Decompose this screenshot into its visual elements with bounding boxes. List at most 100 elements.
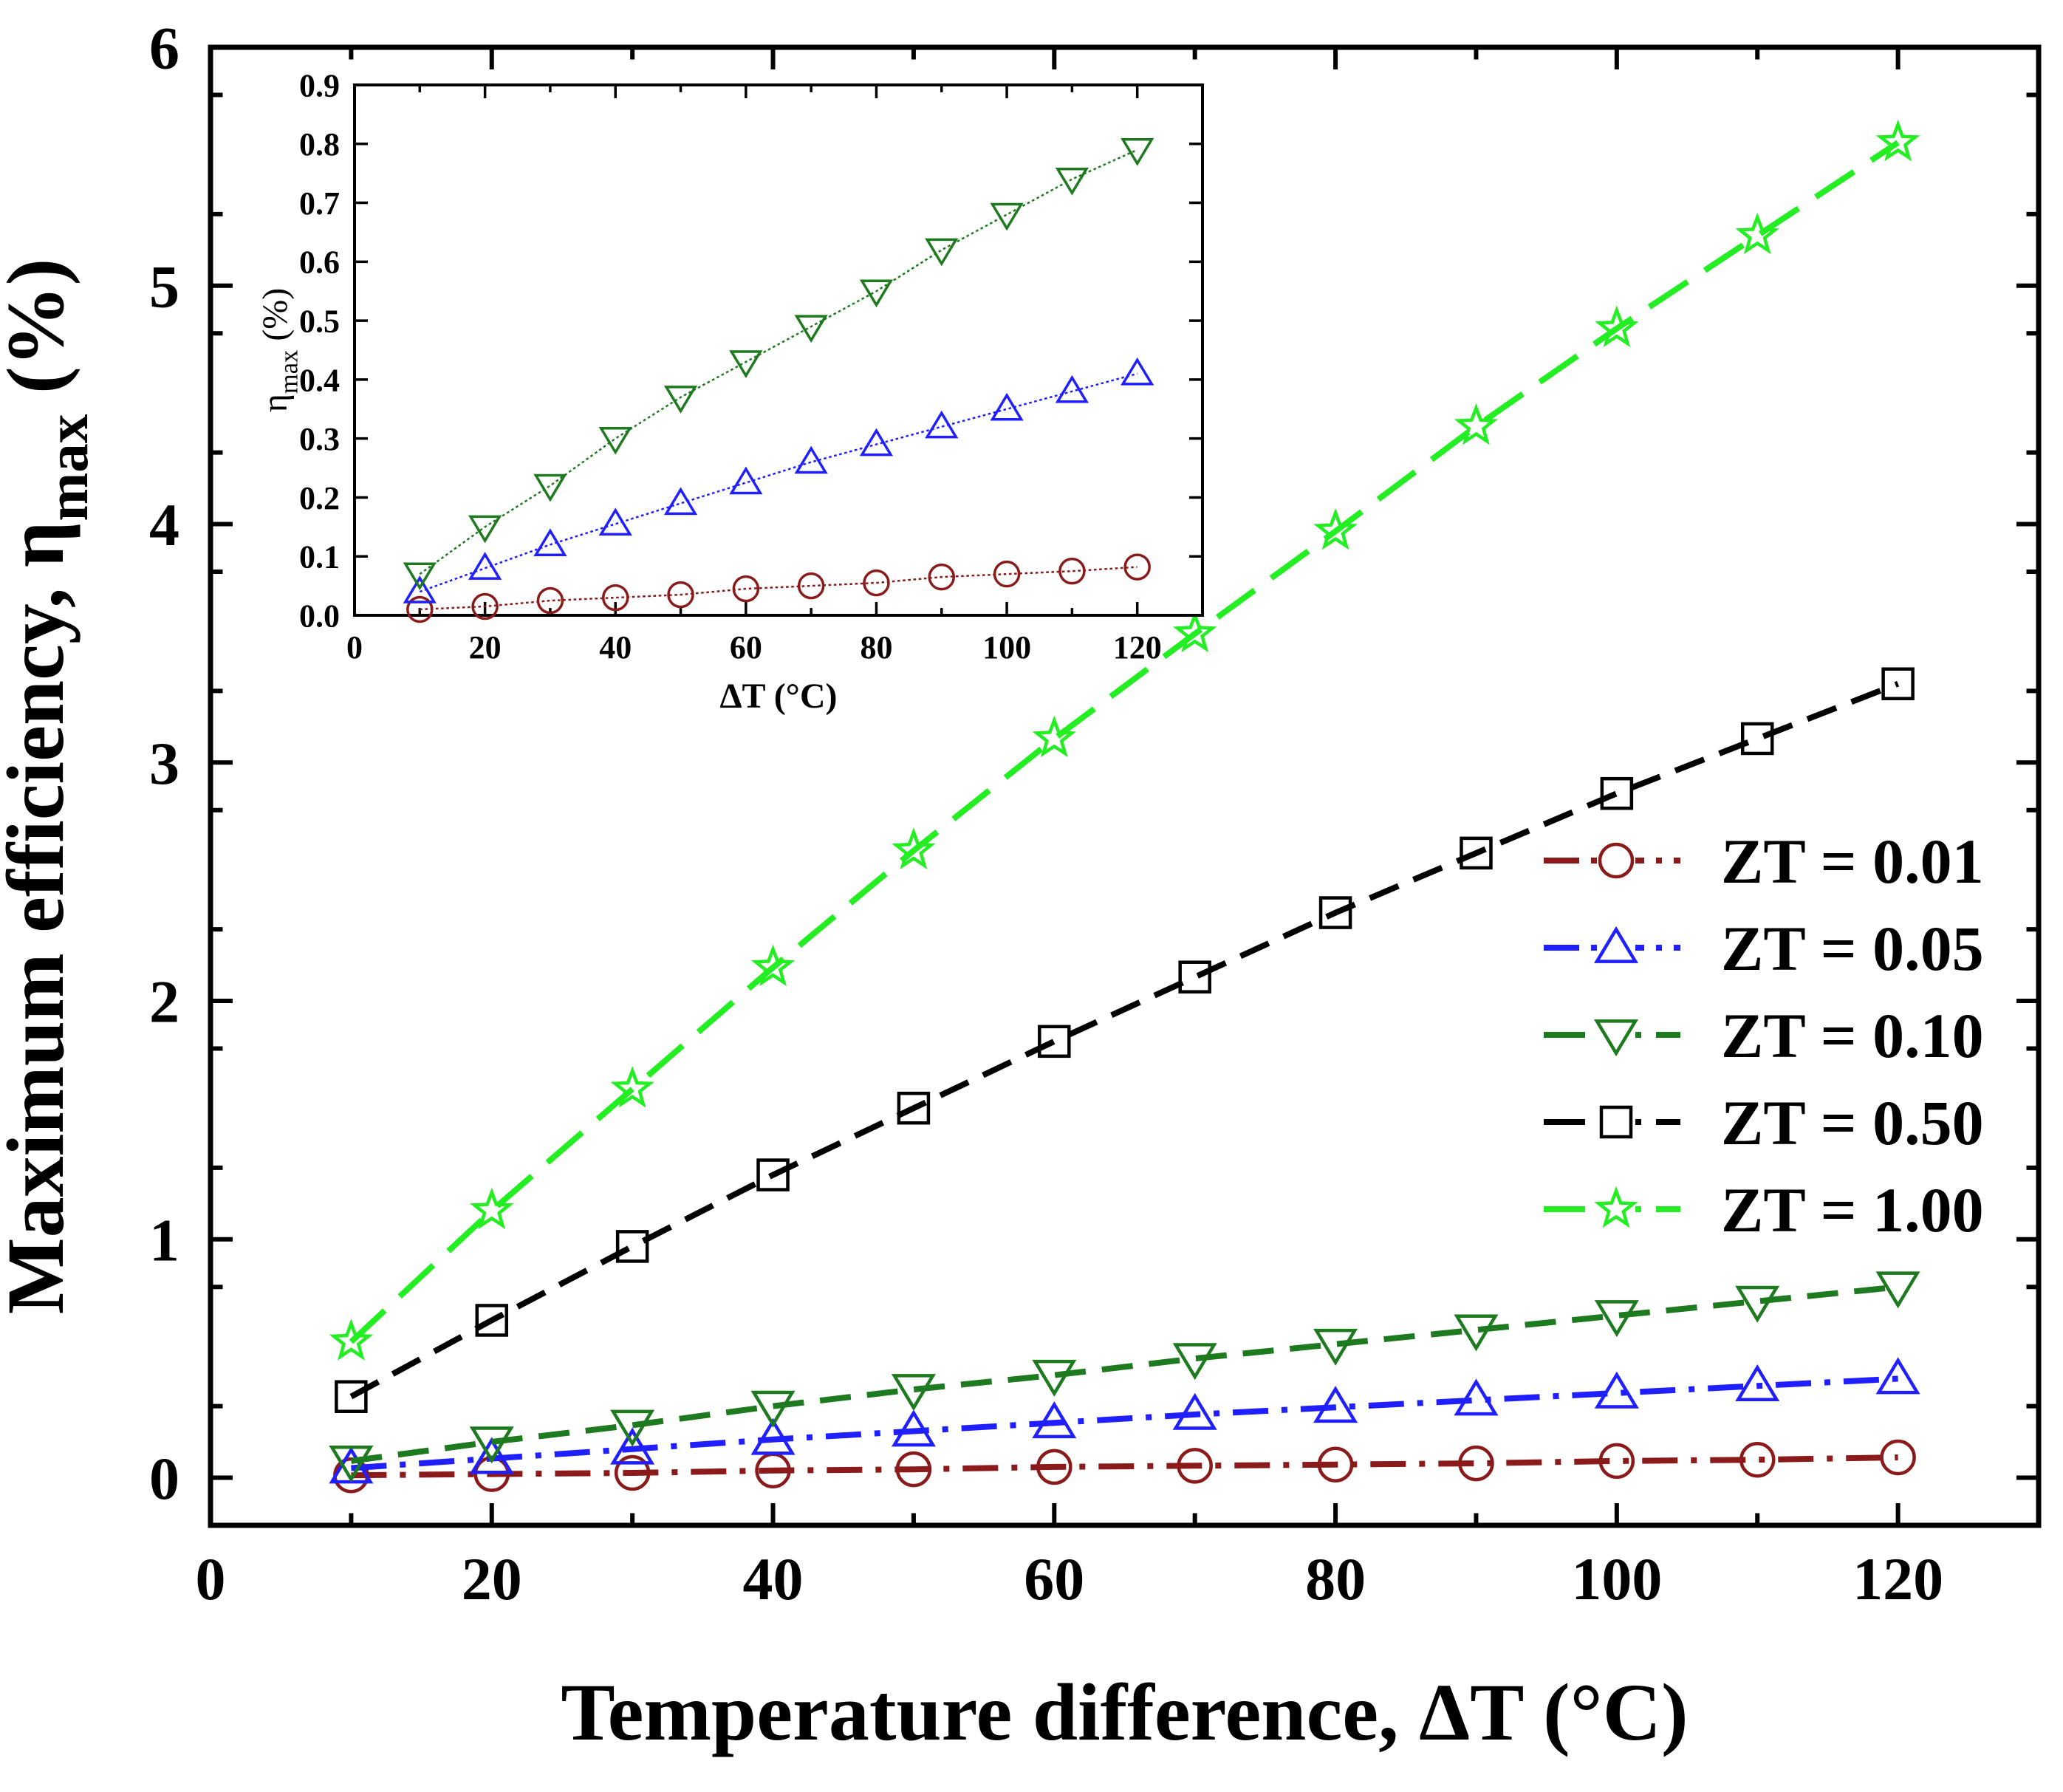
inset-data-point	[533, 528, 567, 556]
y-tick-label: 2	[149, 968, 179, 1036]
y-axis-label-main: Maximum efficiency, η	[0, 521, 81, 1315]
data-point	[1460, 836, 1493, 870]
data-point	[891, 1374, 936, 1412]
data-point	[897, 1091, 931, 1125]
data-point	[1735, 212, 1779, 255]
x-tick-label: 100	[1571, 1545, 1662, 1613]
inset-series-line	[419, 148, 1138, 575]
data-point	[1313, 1386, 1358, 1423]
inset-data-point	[471, 592, 499, 620]
legend: ZT = 0.01 ZT = 0.05 ZT = 0.10 ZT = 0.50 ZT =…	[1544, 826, 1984, 1245]
inset-data-point	[794, 315, 828, 343]
inset-data-point	[468, 515, 502, 544]
data-point	[1740, 722, 1774, 756]
legend-item: ZT = 0.01	[1544, 826, 1984, 897]
inset-data-point	[468, 552, 502, 580]
inset-y-tick-label: 0.0	[299, 598, 340, 634]
inset-series-2	[403, 138, 1154, 591]
inset-data-point	[536, 586, 564, 615]
y-axis-label-sub: max	[35, 414, 100, 521]
data-point	[1594, 1300, 1639, 1338]
inset-data-point	[406, 595, 434, 623]
data-point	[1178, 960, 1211, 994]
inset-data-point	[859, 428, 894, 456]
inset-data-point	[403, 575, 437, 603]
legend-swatch-marker	[1598, 842, 1635, 879]
inset-x-tick-label: 60	[730, 629, 762, 666]
inset-data-point	[598, 507, 632, 536]
legend-item: ZT = 0.05	[1544, 913, 1984, 984]
inset-data-point	[732, 575, 760, 603]
legend-swatch-gap	[1597, 1103, 1635, 1141]
y-tick-label: 0	[149, 1445, 179, 1512]
legend-swatch-marker	[1593, 926, 1639, 963]
data-point	[1735, 1285, 1780, 1323]
x-tick-label: 20	[462, 1545, 522, 1613]
inset-y-axis-label-unit: (%)	[256, 288, 295, 350]
series-0	[333, 1439, 1916, 1494]
inset-y-tick-label: 0.8	[299, 126, 340, 163]
inset-x-tick-label: 0	[346, 629, 363, 666]
data-point	[1318, 896, 1352, 929]
data-point	[1454, 1378, 1499, 1416]
y-axis-label: Maximum efficiency, ηmax (%)	[0, 259, 100, 1315]
inset-series-1	[403, 357, 1154, 603]
inset-data-point	[859, 279, 894, 308]
inset-y-tick-label: 0.6	[299, 244, 340, 281]
legend-label: ZT = 1.00	[1721, 1174, 1984, 1245]
series-line	[351, 1454, 1898, 1479]
legend-label: ZT = 0.05	[1721, 913, 1984, 984]
inset-data-point	[1058, 557, 1086, 585]
data-point	[615, 1230, 649, 1263]
inset-data-point	[533, 473, 567, 502]
inset-data-point	[925, 410, 959, 439]
data-point	[1875, 1357, 1920, 1395]
inset-data-point	[993, 560, 1021, 588]
inset-y-tick-label: 0.4	[299, 362, 340, 398]
inset-y-tick-label: 0.3	[299, 421, 340, 457]
data-point	[469, 1437, 514, 1474]
legend-label: ZT = 0.10	[1721, 1000, 1984, 1071]
data-point	[610, 1409, 655, 1447]
data-point	[1173, 610, 1217, 653]
data-point	[1595, 305, 1639, 348]
data-point	[756, 1158, 790, 1191]
inset-x-tick-label: 80	[860, 629, 892, 666]
y-tick-label: 5	[149, 253, 179, 320]
legend-swatch-gap	[1597, 1190, 1635, 1228]
data-point	[1177, 1448, 1213, 1484]
data-point	[614, 1454, 651, 1491]
data-point	[1317, 1446, 1354, 1482]
inset-data-point	[601, 584, 629, 612]
data-point	[1458, 1445, 1494, 1482]
data-point	[1454, 1314, 1499, 1352]
data-point	[470, 1187, 514, 1230]
inset-y-tick-label: 0.1	[299, 539, 340, 575]
inset-data-point	[598, 426, 632, 455]
inset-y-tick-label: 0.5	[299, 304, 340, 340]
legend-swatch-marker	[1594, 1186, 1638, 1228]
data-point	[1172, 1392, 1217, 1430]
x-tick-label: 40	[743, 1545, 804, 1613]
y-tick-label: 6	[149, 15, 179, 82]
series-line	[349, 680, 1900, 1400]
x-tick-label: 60	[1024, 1545, 1084, 1613]
x-axis-label: Temperature difference, ΔT (°C)	[561, 1667, 1688, 1757]
inset-data-point	[1055, 167, 1089, 196]
legend-swatch-marker	[1599, 1105, 1633, 1139]
data-point	[1880, 1439, 1916, 1476]
data-point	[1875, 1271, 1920, 1309]
inset-x-tick-label: 120	[1113, 629, 1162, 666]
inset-data-point	[663, 386, 698, 414]
inset-y-tick-label: 0.7	[299, 185, 340, 222]
inset-data-point	[1055, 375, 1089, 403]
data-point	[1032, 715, 1076, 758]
inset-data-point	[925, 238, 959, 267]
inset-y-axis-label-sub: max	[275, 350, 303, 394]
inset-data-point	[667, 581, 694, 609]
inset-data-point	[863, 569, 890, 597]
y-axis-label-unit: (%)	[0, 259, 81, 414]
data-point	[1594, 1371, 1639, 1409]
data-point	[1036, 1449, 1072, 1485]
